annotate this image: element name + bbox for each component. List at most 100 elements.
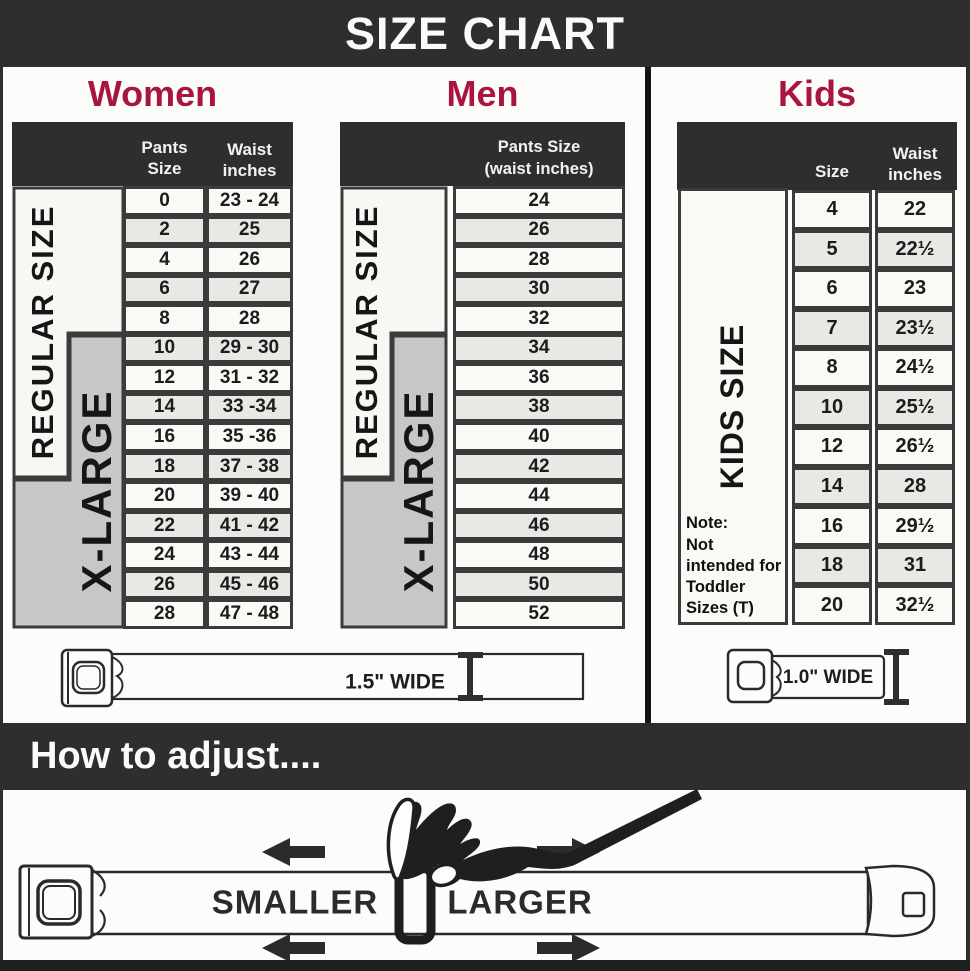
table-row: 18 37 - 38: [12, 451, 293, 482]
pants-size-cell: 28: [123, 599, 206, 629]
seatbelt-buckle-icon: [18, 864, 106, 940]
waist-cell: 41 - 42: [206, 510, 293, 541]
waist-cell: 25½: [875, 387, 955, 428]
waist-cell: 23 - 24: [206, 186, 293, 216]
adult-belt-illustration: 1.5" WIDE: [60, 648, 585, 708]
smaller-label: SMALLER: [212, 884, 379, 921]
table-row: 5 22½: [677, 229, 957, 270]
table-row: 2 25: [12, 215, 293, 246]
waist-cell: 22½: [875, 229, 955, 270]
table-row: 48: [340, 540, 625, 570]
buckle-button-inner: [76, 665, 101, 690]
waist-cell: 29½: [875, 506, 955, 546]
buckle-latch: [771, 659, 782, 697]
women-heading: Women: [87, 73, 218, 114]
pants-size-cell: 42: [453, 451, 625, 482]
buckle-button-outer: [71, 660, 106, 695]
table-row: 42: [340, 451, 625, 482]
pants-size-cell: 6: [123, 274, 206, 305]
waist-cell: 39 - 40: [206, 481, 293, 511]
women-fit-range-graphic: REGULAR SIZE X-LARGE: [12, 186, 125, 629]
pants-size-cell: 22: [123, 510, 206, 541]
pants-size-cell: 46: [453, 510, 625, 541]
right-border: [966, 67, 970, 960]
pants-size-cell: 38: [453, 392, 625, 423]
kids-heading: Kids: [777, 73, 856, 114]
table-row: 16 29½: [677, 506, 957, 546]
size-cell: 7: [792, 308, 872, 349]
men-table-header: Pants Size (waist inches): [340, 122, 625, 186]
table-row: 8 28: [12, 304, 293, 334]
waist-cell: 43 - 44: [206, 540, 293, 570]
kids-size-rows: 4 22 5 22½ 6 23 7 23½: [677, 190, 957, 625]
column-header-pants-size: Pants Size: [141, 137, 188, 178]
size-cell: 14: [792, 466, 872, 507]
table-row: 7 23½: [677, 308, 957, 349]
belt-strap: [106, 652, 585, 701]
waist-cell: 31 - 32: [206, 363, 293, 393]
table-row: 34: [340, 333, 625, 364]
waist-cell: 22: [875, 190, 955, 230]
arrow-left-bottom-icon: [262, 934, 325, 962]
table-row: 52: [340, 599, 625, 629]
how-to-adjust-heading: How to adjust....: [30, 735, 322, 777]
pants-size-cell: 52: [453, 599, 625, 629]
waist-cell: 28: [206, 304, 293, 334]
pants-size-cell: 30: [453, 274, 625, 305]
kids-table-header: Size Waist inches: [677, 122, 957, 190]
table-row: 40: [340, 422, 625, 452]
kids-size-table: Size Waist inches 4 22 5 22½ 6: [677, 122, 957, 625]
belt-tip: [864, 864, 936, 938]
table-row: 22 41 - 42: [12, 510, 293, 541]
table-row: 10 25½: [677, 387, 957, 428]
belt-width-label: 1.5" WIDE: [345, 671, 445, 694]
table-row: 28 47 - 48: [12, 599, 293, 629]
waist-cell: 47 - 48: [206, 599, 293, 629]
table-row: 50: [340, 569, 625, 600]
pants-size-cell: 32: [453, 304, 625, 334]
pants-size-cell: 0: [123, 186, 206, 216]
bottom-border: [0, 960, 970, 971]
women-table-header: Pants Size Waist inches: [12, 122, 293, 186]
waist-cell: 29 - 30: [206, 333, 293, 364]
kids-size-vertical-label-wrap: KIDS SIZE: [681, 261, 785, 552]
women-regular-size-label: REGULAR SIZE: [25, 205, 60, 460]
column-header-waist-inches: Waist inches: [222, 139, 277, 180]
table-row: 38: [340, 392, 625, 423]
buckle-latch: [109, 655, 124, 700]
women-size-table: Pants Size Waist inches 0 23 - 24 2 25: [12, 122, 293, 629]
kids-size-vertical-label: KIDS SIZE: [714, 323, 751, 490]
pants-size-cell: 24: [453, 186, 625, 216]
pants-size-cell: 28: [453, 245, 625, 275]
table-row: 20 32½: [677, 585, 957, 625]
men-xlarge-label: X-LARGE: [395, 390, 442, 593]
table-row: 32: [340, 304, 625, 334]
men-size-rows: 24 26 28 30 32 34: [340, 186, 625, 629]
title-bar: SIZE CHART: [0, 0, 970, 67]
table-row: 4 22: [677, 190, 957, 230]
waist-cell: 35 -36: [206, 422, 293, 452]
waist-cell: 32½: [875, 585, 955, 625]
column-header-pants-size-waist: Pants Size (waist inches): [484, 138, 594, 178]
table-row: 10 29 - 30: [12, 333, 293, 364]
table-row: 0 23 - 24: [12, 186, 293, 216]
pants-size-cell: 18: [123, 451, 206, 482]
waist-cell: 26: [206, 245, 293, 275]
page-title: SIZE CHART: [345, 7, 625, 59]
waist-cell: 25: [206, 215, 293, 246]
belt-strap: [86, 870, 870, 936]
how-to-adjust-bar: How to adjust....: [0, 723, 970, 790]
size-cell: 6: [792, 269, 872, 309]
column-header-size: Size: [814, 161, 850, 181]
table-row: 44: [340, 481, 625, 511]
size-cell: 16: [792, 506, 872, 546]
pants-size-cell: 12: [123, 363, 206, 393]
table-row: 30: [340, 274, 625, 305]
pants-size-cell: 36: [453, 363, 625, 393]
belt-width-label: 1.0" WIDE: [783, 667, 873, 688]
table-row: 8 24½: [677, 348, 957, 388]
table-row: 26 45 - 46: [12, 569, 293, 600]
waist-cell: 27: [206, 274, 293, 305]
adjust-illustration: SMALLER LARGER: [18, 789, 936, 962]
